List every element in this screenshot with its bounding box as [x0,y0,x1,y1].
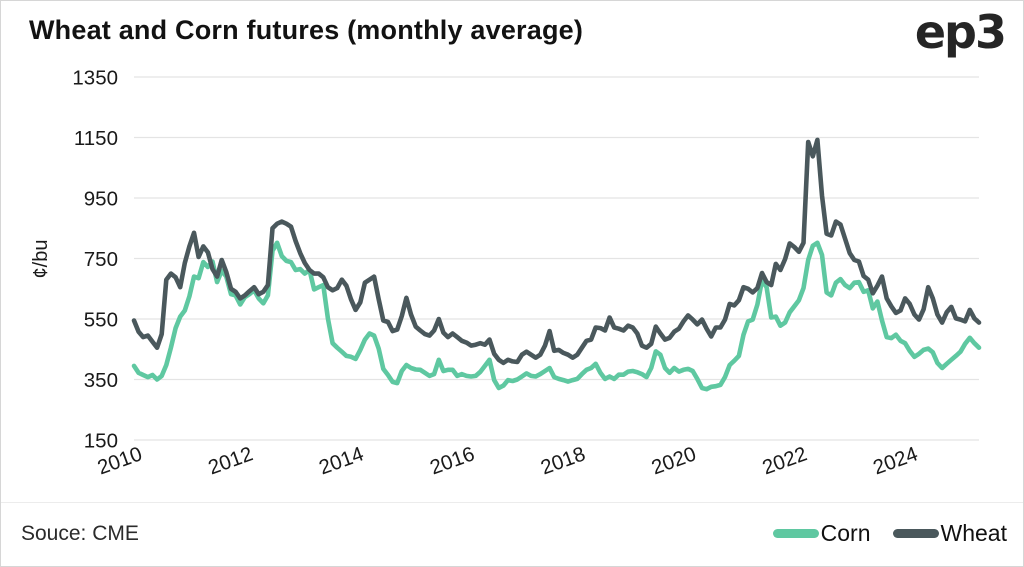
svg-text:1350: 1350 [72,67,118,90]
svg-text:2014: 2014 [316,442,367,479]
svg-text:2020: 2020 [649,442,700,479]
svg-text:750: 750 [84,248,118,271]
svg-text:950: 950 [84,188,118,211]
y-axis-label: ¢/bu [30,240,52,279]
chart-title: Wheat and Corn futures (monthly average) [29,15,584,45]
svg-text:150: 150 [84,430,118,453]
corn-legend-label: Corn [820,520,871,546]
wheat-legend-label: Wheat [940,520,1007,546]
svg-text:550: 550 [84,309,118,332]
source-note: Souce: CME [21,522,139,545]
svg-text:1150: 1150 [74,127,118,150]
x-axis-ticks: 2010 2012 2014 2016 2018 2020 2022 2024 [94,442,920,479]
legend-item-corn: Corn [772,520,871,547]
wheat-line [131,137,982,366]
footer-divider [1,502,1023,503]
brand-logo: ep3 [914,5,1007,59]
chart-legend: Corn Wheat [772,520,1007,547]
wheat-line-swatch [892,529,939,538]
legend-item-wheat: Wheat [892,520,1007,547]
svg-text:350: 350 [84,369,118,392]
gridlines [134,76,979,441]
svg-text:2024: 2024 [870,442,921,479]
svg-text:2016: 2016 [427,442,478,479]
svg-text:2022: 2022 [759,442,810,479]
y-axis-ticks: 150 350 550 750 950 1150 1350 [72,67,118,453]
corn-line [131,240,982,392]
svg-text:2012: 2012 [205,442,256,479]
svg-text:2018: 2018 [538,442,589,479]
corn-line-swatch [772,529,819,538]
